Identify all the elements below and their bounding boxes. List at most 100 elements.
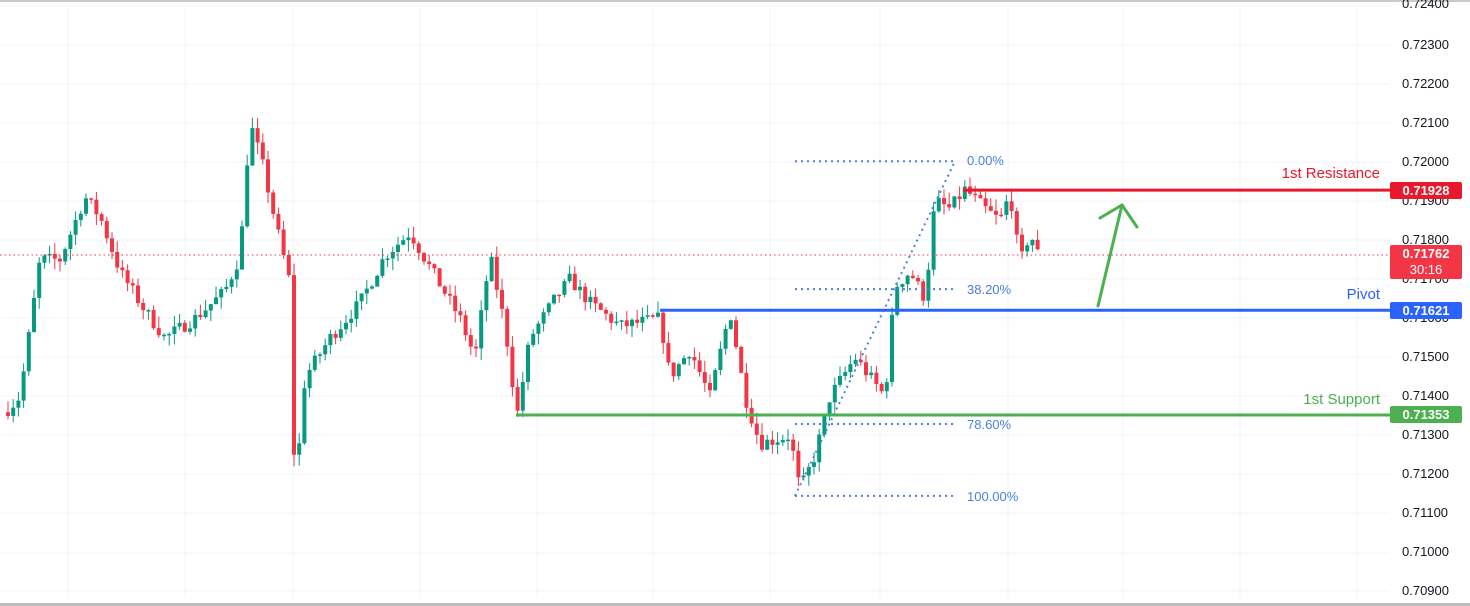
y-tick-label: 0.71500: [1402, 349, 1449, 364]
candle-body: [978, 195, 983, 199]
candle-body: [73, 219, 78, 235]
candle-body: [432, 264, 437, 269]
candle-body: [952, 196, 957, 208]
candle-body: [640, 316, 645, 323]
pivot-price-tag: 0.71621: [1390, 302, 1462, 319]
candle-body: [557, 294, 562, 297]
candle-body: [162, 334, 166, 337]
candle-body: [754, 423, 759, 435]
candle-body: [463, 315, 468, 336]
candle-body: [760, 434, 764, 450]
support-price-tag: 0.71353: [1390, 406, 1462, 423]
candle-body: [6, 412, 10, 416]
candle-body: [234, 269, 239, 280]
candle-body: [359, 293, 364, 302]
candle-body: [1009, 201, 1014, 212]
candle-body: [973, 193, 978, 196]
candle-body: [130, 283, 135, 286]
candle-body: [645, 315, 650, 317]
candle-body: [411, 237, 416, 244]
candle-body: [156, 328, 161, 336]
candle-body: [806, 466, 811, 476]
candle-body: [193, 314, 198, 329]
candle-body: [401, 240, 406, 245]
candle-body: [286, 254, 291, 276]
candle-body: [567, 273, 572, 282]
candle-body: [583, 286, 588, 303]
candle-body: [723, 328, 728, 349]
candle-body: [500, 289, 504, 309]
fib-label-38-2: 38.20%: [967, 282, 1012, 297]
candle-body: [770, 439, 775, 445]
candle-body: [484, 281, 489, 311]
candle-body: [141, 303, 146, 311]
candle-body: [531, 333, 536, 345]
candle-body: [931, 211, 936, 270]
candle-body: [479, 310, 484, 349]
candle-body: [791, 439, 796, 451]
candle-body: [999, 214, 1004, 217]
candle-body: [1035, 239, 1040, 250]
candle-body: [728, 320, 733, 329]
candle-body: [437, 268, 442, 287]
candle-body: [1020, 234, 1024, 252]
y-tick-label: 0.72300: [1402, 37, 1449, 52]
candle-body: [380, 259, 385, 276]
resistance-price-tag: 0.71928: [1390, 182, 1462, 199]
candle-body: [598, 303, 603, 310]
candle-body: [614, 321, 619, 324]
candle-body: [827, 402, 832, 414]
candle-body: [697, 360, 702, 373]
candle-body: [364, 288, 369, 294]
candle-body: [271, 192, 276, 214]
candle-body: [510, 346, 515, 388]
y-tick-label: 0.72200: [1402, 76, 1449, 91]
candle-body: [453, 295, 458, 312]
candle-body: [323, 345, 328, 355]
candle-body: [910, 275, 915, 278]
candle-body: [219, 289, 224, 298]
candle-body: [578, 286, 582, 291]
resistance-label: 1st Resistance: [1281, 165, 1380, 182]
candle-body: [879, 384, 884, 392]
candle-body: [957, 196, 962, 200]
price-chart-canvas[interactable]: [0, 0, 1390, 603]
candle-body: [11, 407, 16, 416]
candle-body: [864, 362, 868, 376]
candle-body: [619, 320, 624, 322]
candle-body: [94, 199, 99, 215]
candle-body: [905, 275, 910, 285]
candle-body: [656, 312, 660, 317]
candle-body: [266, 159, 270, 193]
candle-body: [822, 413, 827, 435]
candle-body: [942, 198, 946, 205]
candle-body: [713, 370, 718, 391]
candle-body: [52, 253, 57, 259]
candle-body: [983, 198, 988, 207]
candle-body: [666, 342, 671, 363]
candle-body: [250, 128, 255, 166]
candle-body: [58, 258, 62, 262]
candle-body: [89, 198, 94, 200]
y-tick-label: 0.71800: [1402, 232, 1449, 247]
candle-body: [63, 249, 68, 262]
candle-body: [593, 296, 598, 304]
candle-body: [676, 364, 681, 377]
candle-body: [775, 442, 780, 445]
candle-body: [21, 371, 26, 401]
candle-body: [588, 296, 593, 303]
candle-body: [962, 186, 967, 200]
candle-body: [208, 304, 213, 311]
candle-body: [78, 213, 83, 220]
candle-body: [292, 275, 296, 455]
candle-body: [858, 359, 863, 363]
candle-body: [895, 286, 900, 315]
candle-body: [708, 382, 712, 391]
candle-body: [546, 303, 551, 313]
candle-body: [214, 297, 218, 305]
fib-label-0: 0.00%: [967, 153, 1004, 168]
candle-body: [692, 357, 697, 361]
bar-countdown: 30:16: [1409, 262, 1443, 277]
fib-trend-line: [794, 160, 956, 497]
candle-body: [224, 286, 229, 290]
